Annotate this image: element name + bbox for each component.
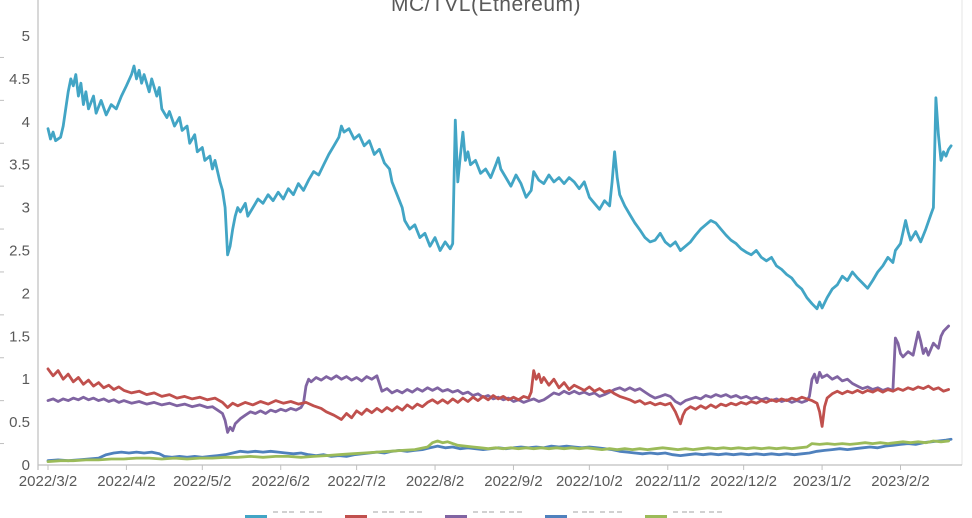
- legend-item-series-green: [645, 511, 722, 518]
- legend-label-clipped: [289, 511, 294, 513]
- y-tick-label: 0.5: [9, 414, 30, 431]
- y-tick-label: 4.5: [9, 71, 30, 88]
- legend-label-clipped: [500, 511, 505, 513]
- line-series-green: [46, 439, 950, 464]
- legend-label-clipped: [700, 511, 705, 513]
- line-series-purple: [46, 324, 950, 434]
- legend-label-clipped: [573, 511, 578, 513]
- legend-label-clipped: [309, 511, 314, 513]
- y-tick-label: 2.5: [9, 243, 30, 260]
- legend-label-clipped: [317, 511, 322, 513]
- legend-item-series-red: [345, 511, 422, 518]
- x-tick-label: 2022/4/2: [97, 473, 155, 490]
- legend-label-clipped: [300, 511, 305, 513]
- x-tick-label: 2022/7/2: [327, 473, 385, 490]
- y-tick-label: 2: [22, 285, 30, 302]
- x-tick-label: 2022/5/2: [173, 473, 231, 490]
- y-tick-label: 4: [22, 114, 30, 131]
- y-tick-label: 5: [22, 28, 30, 45]
- legend-label-clipped: [417, 511, 422, 513]
- legend-item-series-purple: [445, 511, 522, 518]
- legend-label-clipped: [282, 511, 287, 513]
- x-tick-label: 2022/11/2: [635, 473, 701, 490]
- legend-label-clipped: [589, 511, 594, 513]
- legend-label-clipped: [682, 511, 687, 513]
- x-tick-label: 2022/10/2: [556, 473, 623, 490]
- y-tick-label: 0: [22, 457, 30, 474]
- y-tick-label: 3: [22, 200, 30, 217]
- y-tick-label: 1: [22, 371, 30, 388]
- legend-label-clipped: [709, 511, 714, 513]
- legend-label-clipped: [609, 511, 614, 513]
- legend-label-clipped: [373, 511, 378, 513]
- y-tick-label: 1.5: [9, 328, 30, 345]
- legend-label-clipped: [400, 511, 405, 513]
- legend-label-clipped: [382, 511, 387, 513]
- y-tick-label: 3.5: [9, 157, 30, 174]
- x-tick-label: 2023/1/2: [793, 473, 851, 490]
- x-tick-label: 2022/6/2: [252, 473, 310, 490]
- legend-item-series-blue: [545, 511, 622, 518]
- legend-label-clipped: [509, 511, 514, 513]
- legend-item-series-teal: [245, 511, 322, 518]
- legend-label-clipped: [673, 511, 678, 513]
- legend-label-clipped: [473, 511, 478, 513]
- legend-label-clipped: [489, 511, 494, 513]
- legend-label-clipped: [389, 511, 394, 513]
- line-series-red: [46, 367, 950, 428]
- x-tick-label: 2022/12/2: [710, 473, 777, 490]
- legend-label-clipped: [717, 511, 722, 513]
- legend-label-clipped: [689, 511, 694, 513]
- legend-label-clipped: [482, 511, 487, 513]
- legend-label-clipped: [273, 511, 278, 513]
- x-tick-label: 2022/8/2: [406, 473, 464, 490]
- legend-label-clipped: [617, 511, 622, 513]
- legend-label-clipped: [409, 511, 414, 513]
- x-tick-label: 2022/9/2: [484, 473, 542, 490]
- legend-label-clipped: [600, 511, 605, 513]
- line-series-teal: [46, 64, 953, 311]
- legend-label-clipped: [582, 511, 587, 513]
- x-tick-label: 2023/2/2: [871, 473, 929, 490]
- x-tick-label: 2022/3/2: [19, 473, 77, 490]
- legend-label-clipped: [517, 511, 522, 513]
